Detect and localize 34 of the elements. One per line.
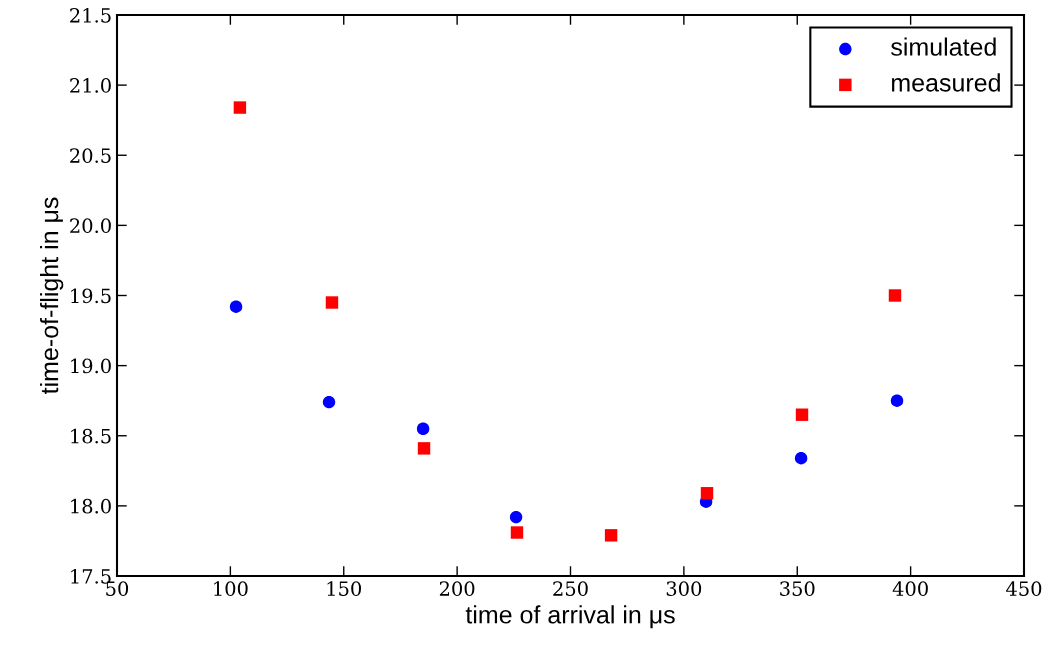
point	[510, 526, 524, 539]
legend-label: measured	[892, 73, 1000, 92]
point	[417, 442, 431, 455]
point	[322, 395, 336, 409]
point	[795, 408, 809, 421]
x-tick-label: 250	[553, 581, 588, 596]
y-tick-label: 18.0	[71, 498, 111, 514]
point	[229, 300, 243, 313]
y-tick-label: 20.5	[70, 148, 111, 163]
point	[325, 296, 339, 309]
x-axis-title: time of arrival in μs	[465, 605, 675, 629]
point	[604, 529, 618, 542]
y-tick-label: 20.0	[70, 218, 111, 234]
legend-label: simulated	[891, 37, 996, 56]
x-tick-label: 150	[327, 581, 362, 596]
point	[700, 487, 714, 500]
x-tick-label: 400	[892, 581, 928, 596]
point	[416, 422, 430, 435]
point	[509, 510, 523, 524]
y-tick-label: 19.0	[71, 358, 111, 374]
y-tick-label: 19.5	[71, 288, 111, 304]
point	[888, 289, 902, 302]
x-tick-label: 450	[1006, 581, 1042, 596]
y-tick-label: 21.5	[70, 7, 111, 23]
point	[794, 451, 808, 465]
y-tick-label: 18.5	[71, 428, 111, 444]
y-axis-title: time-of-flight in μs	[39, 197, 64, 395]
x-tick-label: 350	[780, 581, 815, 596]
x-tick-label: 200	[439, 581, 475, 596]
y-tick-label: 21.0	[70, 78, 111, 93]
point	[233, 101, 247, 114]
x-tick-label: 100	[214, 581, 248, 596]
point	[890, 394, 904, 407]
x-tick-label: 300	[666, 581, 702, 596]
